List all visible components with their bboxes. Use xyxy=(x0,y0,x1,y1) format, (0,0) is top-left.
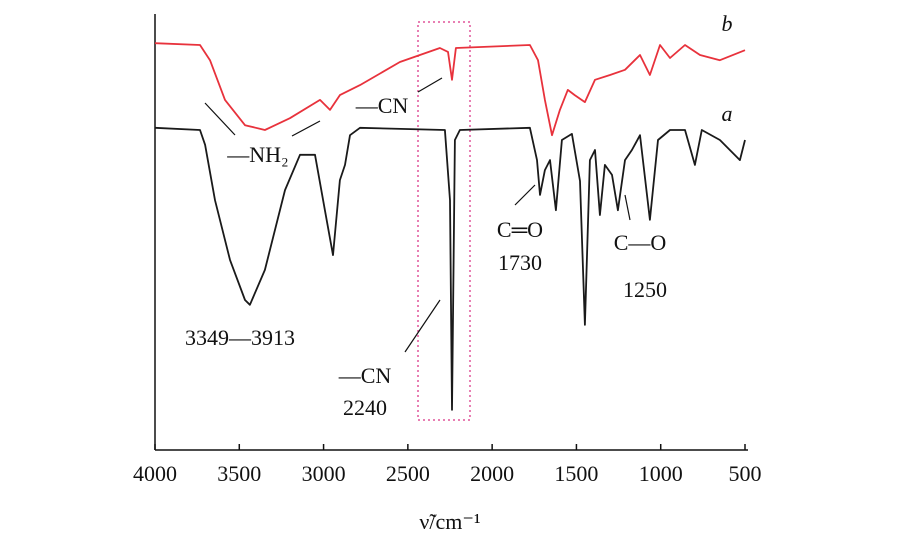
x-axis-label: ν̃/cm⁻¹ xyxy=(419,509,480,534)
leader-line xyxy=(624,194,631,221)
annotation: 2240 xyxy=(343,395,387,420)
annotation: —NH₂ xyxy=(226,142,288,167)
annotation: —CN xyxy=(355,93,409,118)
x-tick-label: 1500 xyxy=(554,461,598,486)
leader-line xyxy=(204,102,236,136)
series-label: b xyxy=(722,11,733,36)
series-label: a xyxy=(722,101,733,126)
spectrum-line xyxy=(154,42,746,137)
annotation: 1250 xyxy=(623,277,667,302)
annotation: C═O xyxy=(497,217,543,242)
x-tick-label: 1000 xyxy=(639,461,683,486)
annotation: 3349—3913 xyxy=(185,325,295,350)
x-tick-label: 3000 xyxy=(302,461,346,486)
annotation: 1730 xyxy=(498,250,542,275)
leader-line xyxy=(404,299,441,353)
annotation: —CN xyxy=(338,363,392,388)
x-tick-label: 500 xyxy=(729,461,762,486)
highlight-box xyxy=(417,21,471,421)
leader-line xyxy=(291,120,321,137)
leader-line xyxy=(417,77,443,93)
x-tick-label: 4000 xyxy=(133,461,177,486)
x-tick-label: 3500 xyxy=(217,461,261,486)
spectrum-line xyxy=(154,126,746,411)
leader-line xyxy=(514,184,536,206)
x-tick-label: 2500 xyxy=(386,461,430,486)
leader-lines xyxy=(204,77,631,353)
x-tick-label: 2000 xyxy=(470,461,514,486)
annotation: C—O xyxy=(614,230,667,255)
